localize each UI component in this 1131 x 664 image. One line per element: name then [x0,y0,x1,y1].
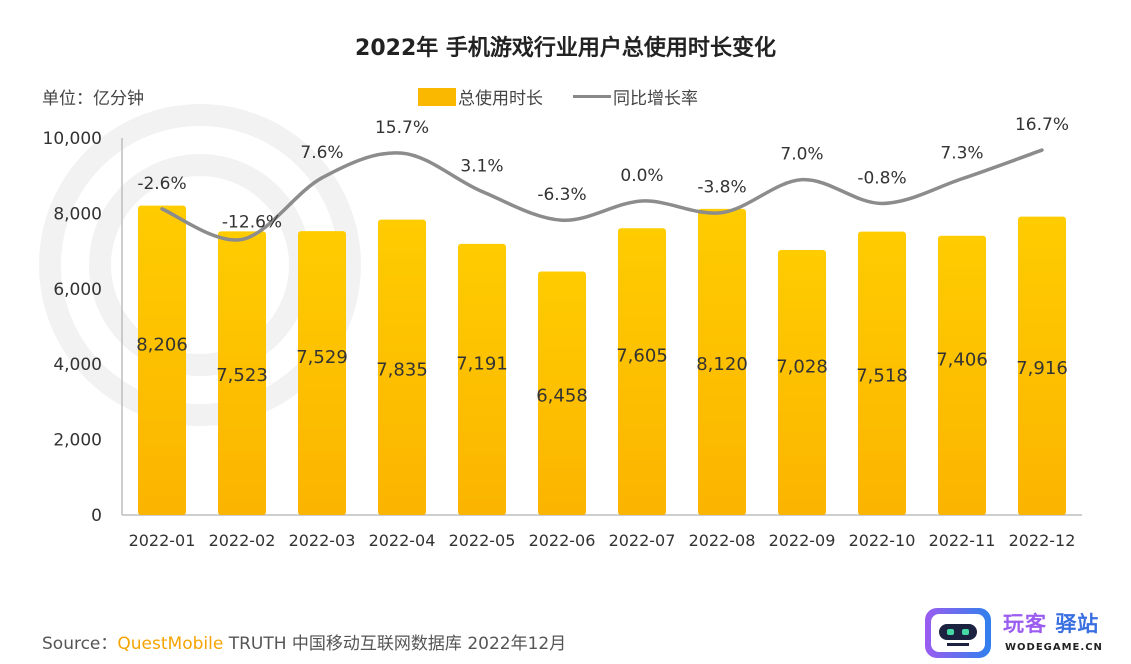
growth-rate-label: -12.6% [222,212,282,232]
legend-bar-swatch [418,87,456,106]
growth-rate-label: 7.0% [780,145,823,165]
bar-value-label: 8,120 [696,354,748,375]
growth-rate-label: -2.6% [137,174,186,194]
legend: 总使用时长 同比增长率 [418,84,698,109]
growth-rate-label: -0.8% [857,168,906,188]
bar [938,235,986,515]
robot-logo-icon [925,608,991,658]
x-tick-label: 2022-09 [769,531,836,550]
bar [458,243,506,516]
legend-line-label: 同比增长率 [613,89,698,109]
x-tick-label: 2022-11 [929,531,996,550]
growth-rate-label: 3.1% [460,157,503,177]
y-tick-label: 4,000 [53,355,102,375]
x-tick-label: 2022-05 [449,531,516,550]
bar [858,231,906,515]
bar [618,228,666,515]
logo-text-cn-sub: 驿站 [1055,612,1100,636]
source-rest: TRUTH 中国移动互联网数据库 2022年12月 [223,634,567,654]
source-brand: QuestMobile [117,634,224,654]
bar-value-label: 7,523 [216,365,268,386]
bar-value-label: 7,406 [936,349,988,370]
y-tick-label: 6,000 [53,280,102,300]
logo-text-en: WODEGAME.CN [1005,642,1103,653]
bar [778,250,826,515]
bar [138,205,186,516]
source-prefix: Source： [42,634,118,654]
bar-value-label: 7,605 [616,346,668,367]
bar-value-label: 7,518 [856,365,908,386]
x-tick-label: 2022-08 [689,531,756,550]
growth-rate-label: 15.7% [375,118,429,138]
x-tick-label: 2022-03 [289,531,356,550]
bar-value-label: 6,458 [536,385,588,406]
bar [538,271,586,515]
bar-value-label: 7,916 [1016,358,1068,379]
site-logo[interactable]: 玩客 驿站 WODEGAME.CN [925,608,1125,660]
bar-value-label: 7,028 [776,357,828,378]
bar [698,208,746,515]
bar-value-label: 7,191 [456,353,508,374]
x-tick-label: 2022-10 [849,531,916,550]
bar-value-label: 7,835 [376,359,428,380]
growth-rate-label: -6.3% [537,185,586,205]
x-tick-label: 2022-02 [209,531,276,550]
bar-value-label: 7,529 [296,347,348,368]
growth-rate-label: 7.6% [300,143,343,163]
x-tick-label: 2022-04 [369,531,436,550]
chart: 0 2,000 4,000 6,000 8,000 10,000 2022-01 2022-0… [39,104,1082,550]
growth-rate-label: 0.0% [620,166,663,186]
y-tick-label: 8,000 [53,204,102,224]
y-tick-label: 10,000 [43,129,102,149]
growth-rate-label: -3.8% [697,178,746,198]
growth-rate-label: 16.7% [1015,115,1069,135]
chart-title: 2022年 手机游戏行业用户总使用时长变化 [355,36,776,61]
logo-text-cn: 玩客 驿站 [1003,612,1100,636]
legend-line-swatch [573,95,611,98]
legend-bar-label: 总使用时长 [458,89,543,109]
x-tick-label: 2022-07 [609,531,676,550]
growth-rate-label: 7.3% [940,144,983,164]
bar [378,219,426,516]
bar [218,231,266,515]
bar [1018,216,1066,515]
source-note: Source：QuestMobile TRUTH 中国移动互联网数据库 2022… [42,629,566,654]
y-tick-label: 2,000 [53,431,102,451]
x-tick-label: 2022-06 [529,531,596,550]
y-tick-label: 0 [91,506,102,526]
unit-label: 单位：亿分钟 [42,89,144,109]
x-tick-label: 2022-01 [129,531,196,550]
bar-value-label: 8,206 [136,334,188,355]
growth-rate-line [160,148,1044,242]
x-tick-label: 2022-12 [1009,531,1076,550]
bar [298,231,346,516]
